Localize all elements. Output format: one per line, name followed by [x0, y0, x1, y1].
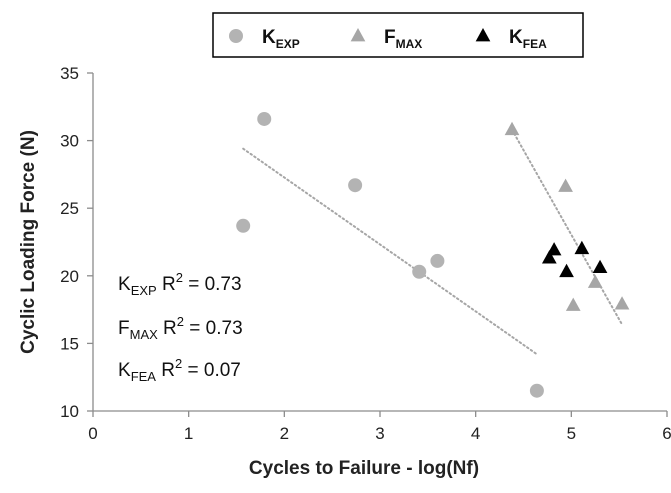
data-point-k-exp	[412, 264, 427, 279]
data-point-f-max	[614, 296, 630, 310]
data-point-k-exp	[348, 178, 363, 193]
data-point-k-fea	[574, 240, 590, 255]
y-tick-label: 25	[60, 199, 79, 218]
data-point-k-fea	[592, 259, 608, 274]
data-point-k-fea	[541, 250, 557, 264]
r-squared-label: FMAX R2 = 0.73	[118, 314, 243, 342]
y-tick-label: 30	[60, 132, 79, 151]
x-tick-label: 5	[567, 424, 576, 443]
legend: KEXP FMAX KFEA	[212, 12, 584, 58]
x-tick-label: 3	[375, 424, 384, 443]
trendline-f-max	[511, 128, 624, 326]
x-axis-title: Cycles to Failure - log(Nf)	[249, 458, 479, 479]
legend-label-k-fea: KFEA	[509, 27, 547, 51]
y-tick-label: 10	[60, 402, 79, 421]
legend-marker-k-fea	[475, 28, 491, 42]
legend-label-f-max: FMAX	[384, 27, 422, 51]
data-points	[236, 111, 630, 398]
data-point-f-max	[558, 178, 573, 192]
legend-box	[212, 12, 584, 58]
x-tick-label: 1	[184, 424, 193, 443]
legend-item-k-fea: KFEA	[475, 27, 547, 51]
axes: 0 1 2 3 4 5 6 10 15 20 25 30 35	[60, 64, 671, 443]
data-point-k-exp	[529, 383, 544, 398]
data-point-f-max	[504, 121, 520, 136]
x-tick-label: 4	[471, 424, 480, 443]
x-tick-label: 0	[88, 424, 97, 443]
legend-label-k-exp: KEXP	[262, 27, 300, 51]
trendline-k-exp	[242, 147, 538, 356]
data-point-k-exp	[236, 218, 251, 233]
r-squared-label: KEXP R2 = 0.73	[118, 270, 242, 298]
data-point-f-max	[565, 297, 581, 311]
legend-item-k-exp: KEXP	[229, 27, 300, 51]
trendlines	[242, 128, 624, 356]
data-point-f-max	[587, 274, 603, 288]
legend-marker-k-exp	[229, 29, 243, 43]
x-tick-label: 6	[662, 424, 671, 443]
data-point-k-exp	[257, 111, 272, 126]
y-axis-title: Cyclic Loading Force (N)	[18, 130, 39, 354]
data-point-k-fea	[546, 242, 562, 256]
y-tick-label: 20	[60, 267, 79, 286]
y-tick-label: 35	[60, 64, 79, 83]
x-tick-label: 2	[280, 424, 289, 443]
legend-marker-f-max	[350, 28, 366, 42]
r-squared-annotations: KEXP R2 = 0.73 FMAX R2 = 0.73 KFEA R2 = 0.…	[118, 270, 243, 384]
data-point-k-fea	[559, 263, 574, 278]
legend-item-f-max: FMAX	[350, 27, 422, 51]
data-point-k-exp	[430, 253, 445, 268]
y-tick-label: 15	[60, 334, 79, 353]
r-squared-label: KFEA R2 = 0.07	[118, 356, 241, 384]
